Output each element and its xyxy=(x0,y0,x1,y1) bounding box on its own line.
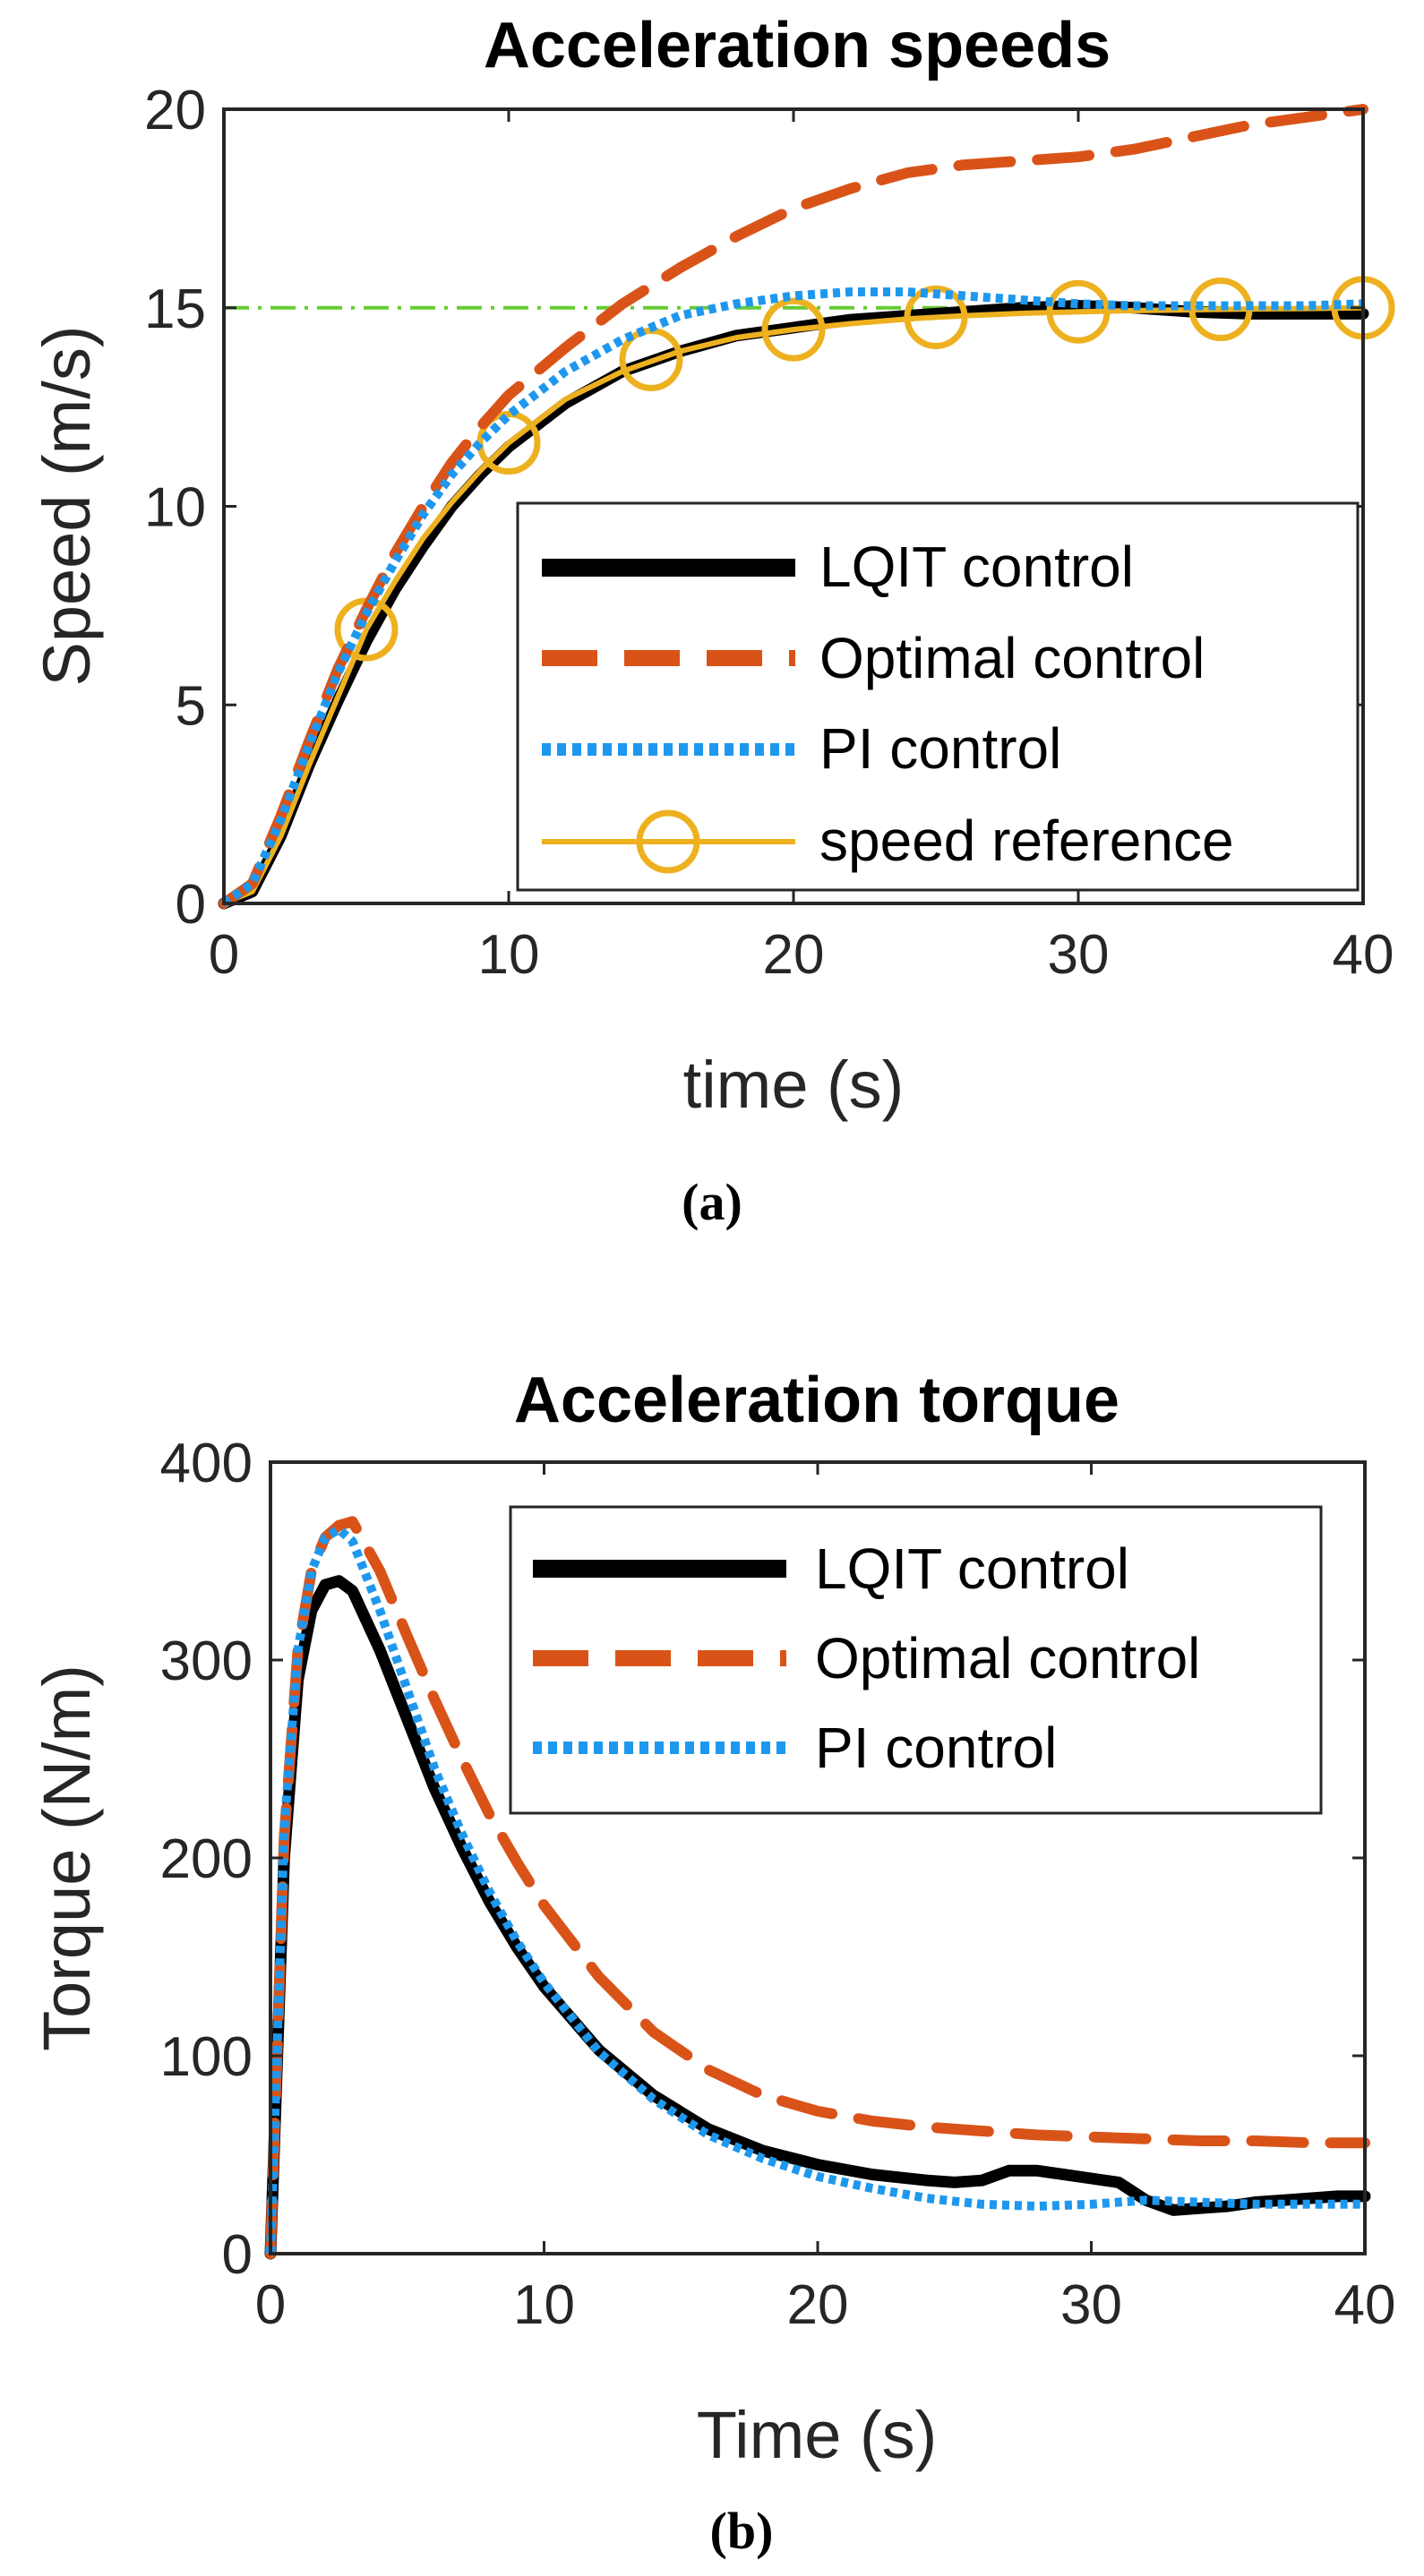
reference-marker xyxy=(761,297,826,362)
caption-a: (a) xyxy=(682,1173,742,1231)
legend-label-reference: speed reference xyxy=(819,809,1234,873)
caption-b: (b) xyxy=(710,2502,774,2560)
y-tick-label: 15 xyxy=(144,278,206,340)
reference-marker xyxy=(1046,279,1111,344)
series-line-pi-control xyxy=(266,1525,1365,2255)
x-axis-label: Time (s) xyxy=(697,2398,938,2472)
x-tick-label: 10 xyxy=(513,2274,575,2336)
y-tick-label: 0 xyxy=(176,874,206,936)
legend-label-pi: PI control xyxy=(815,1716,1057,1780)
x-tick-label: 20 xyxy=(763,924,825,986)
reference-marker xyxy=(476,411,541,475)
legend-label-pi: PI control xyxy=(819,716,1061,781)
chart-title: Acceleration speeds xyxy=(484,10,1111,81)
x-tick-label: 40 xyxy=(1333,924,1394,986)
x-tick-label: 0 xyxy=(209,924,239,986)
x-axis-label: time (s) xyxy=(683,1048,905,1122)
series-group xyxy=(218,104,1395,910)
x-tick-label: 10 xyxy=(478,924,540,986)
y-tick-label: 300 xyxy=(160,1630,253,1692)
torque-chart: Acceleration torque 0 10 20 30 4001002003004… xyxy=(30,1365,1395,2560)
legend: LQIT control Optimal control PI control xyxy=(509,1505,1323,1815)
reference-marker xyxy=(904,285,968,349)
series-line-lqit-control xyxy=(264,1575,1371,2260)
x-tick-label: 0 xyxy=(255,2274,286,2336)
legend-label-optimal: Optimal control xyxy=(815,1626,1200,1690)
y-tick-label: 10 xyxy=(144,477,206,539)
tick-group: 0 10 20 30 40 0 5 10 15 20 xyxy=(144,80,1394,986)
y-tick-label: 100 xyxy=(160,2026,253,2088)
y-tick-label: 20 xyxy=(144,80,206,141)
legend-label-optimal: Optimal control xyxy=(819,626,1205,690)
legend-label-lqit: LQIT control xyxy=(819,535,1134,599)
series-line-pi-control xyxy=(221,287,1364,908)
series-group xyxy=(264,1516,1371,2260)
legend-marker-reference xyxy=(636,809,700,874)
x-tick-label: 20 xyxy=(787,2274,849,2336)
y-tick-label: 200 xyxy=(160,1828,253,1890)
x-tick-label: 30 xyxy=(1048,924,1110,986)
x-tick-label: 30 xyxy=(1060,2274,1122,2336)
y-tick-label: 400 xyxy=(160,1433,253,1494)
y-tick-label: 5 xyxy=(176,675,206,737)
speed-chart: Acceleration speeds 0 10 20 30 40 0 5 10 15 20 ti… xyxy=(30,10,1395,1231)
y-axis-label: Speed (m/s) xyxy=(30,325,104,686)
x-tick-label: 40 xyxy=(1334,2274,1396,2336)
legend-label-lqit: LQIT control xyxy=(815,1536,1129,1601)
legend: LQIT control Optimal control PI control … xyxy=(516,501,1360,892)
y-axis-label: Torque (N/m) xyxy=(30,1665,104,2051)
chart-title: Acceleration torque xyxy=(514,1365,1119,1436)
series-line-speed-reference xyxy=(221,304,1366,906)
y-tick-label: 0 xyxy=(222,2224,253,2286)
